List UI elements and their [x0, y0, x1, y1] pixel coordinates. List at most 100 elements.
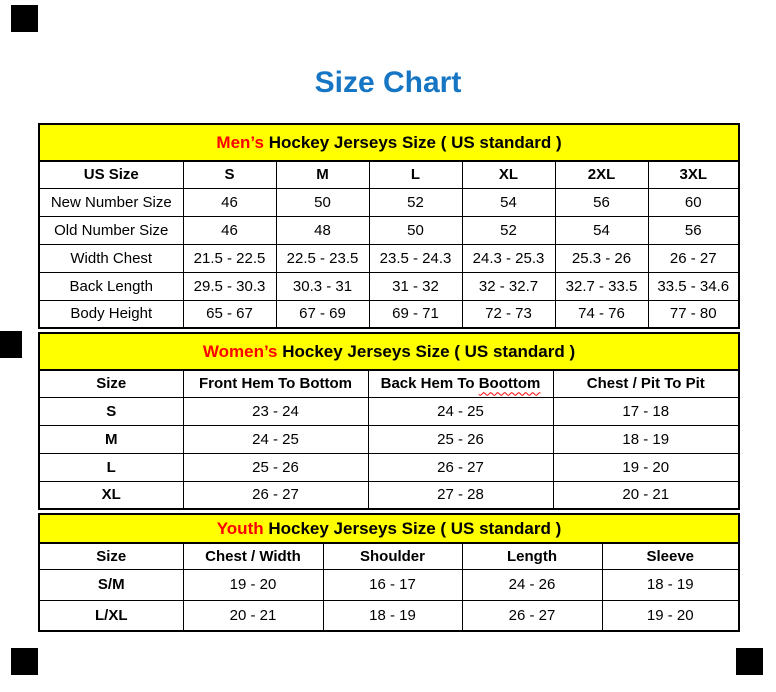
cell: 18 - 19: [552, 424, 740, 454]
row-label: Old Number Size: [38, 215, 184, 245]
cell: 33.5 - 34.6: [647, 271, 740, 301]
table-row: Size Chest / Width Shoulder Length Sleev…: [38, 542, 740, 570]
cell: 50: [275, 187, 370, 217]
col-header: Chest / Width: [182, 542, 324, 570]
black-square-mark: [0, 331, 22, 358]
womens-band-rest: Hockey Jerseys Size ( US standard ): [282, 341, 576, 361]
table-row: Youth Hockey Jerseys Size ( US standard …: [38, 513, 740, 544]
cell: 25 - 26: [367, 424, 554, 454]
cell: 56: [554, 187, 649, 217]
youth-size-table: Youth Hockey Jerseys Size ( US standard …: [38, 513, 740, 632]
table-row: L 25 - 26 26 - 27 19 - 20: [38, 452, 740, 482]
cell: 20 - 21: [182, 599, 324, 632]
col-header: Shoulder: [322, 542, 463, 570]
col-header: Chest / Pit To Pit: [552, 369, 740, 398]
black-square-mark: [11, 5, 38, 32]
row-label: L/XL: [38, 599, 184, 632]
col-header: L: [368, 160, 463, 189]
row-label: Width Chest: [38, 243, 184, 273]
cell: 18 - 19: [601, 568, 740, 601]
table-row: Men’s Hockey Jerseys Size ( US standard …: [38, 123, 740, 162]
cell: 52: [368, 187, 463, 217]
cell: 25 - 26: [182, 452, 369, 482]
table-row: Size Front Hem To Bottom Back Hem To Boo…: [38, 369, 740, 398]
table-row: Old Number Size 46 48 50 52 54 56: [38, 215, 740, 245]
mens-size-table: Men’s Hockey Jerseys Size ( US standard …: [38, 123, 741, 329]
cell: 18 - 19: [322, 599, 463, 632]
table-row: Width Chest 21.5 - 22.5 22.5 - 23.5 23.5…: [38, 243, 740, 273]
col-header: Back Hem To Boottom: [367, 369, 554, 398]
page-title: Size Chart: [314, 66, 462, 99]
cell: 19 - 20: [601, 599, 740, 632]
table-row: US Size S M L XL 2XL 3XL: [38, 160, 740, 189]
cell: 56: [647, 215, 740, 245]
cell: 26 - 27: [182, 480, 369, 510]
table-row: L/XL 20 - 21 18 - 19 26 - 27 19 - 20: [38, 599, 740, 632]
cell: 65 - 67: [182, 299, 277, 329]
row-label: New Number Size: [38, 187, 184, 217]
cell: 46: [182, 215, 277, 245]
col-header: Sleeve: [601, 542, 740, 570]
womens-band-highlight: Women’s: [202, 341, 278, 361]
mens-band-title: Men’s Hockey Jerseys Size ( US standard …: [38, 123, 740, 162]
cell: 19 - 20: [182, 568, 324, 601]
table-row: S/M 19 - 20 16 - 17 24 - 26 18 - 19: [38, 568, 740, 601]
cell: 16 - 17: [322, 568, 463, 601]
cell: 72 - 73: [461, 299, 556, 329]
cell: 69 - 71: [368, 299, 463, 329]
cell: 32.7 - 33.5: [554, 271, 649, 301]
cell: 26 - 27: [647, 243, 740, 273]
row-label: M: [38, 424, 184, 454]
youth-band-highlight: Youth: [216, 518, 264, 538]
col-header: US Size: [38, 160, 184, 189]
cell: 29.5 - 30.3: [182, 271, 277, 301]
cell: 24 - 25: [182, 424, 369, 454]
mens-band-highlight: Men’s: [216, 132, 264, 152]
table-row: Body Height 65 - 67 67 - 69 69 - 71 72 -…: [38, 299, 740, 329]
row-label: L: [38, 452, 184, 482]
cell: 17 - 18: [552, 396, 740, 426]
cell: 67 - 69: [275, 299, 370, 329]
col-header: S: [182, 160, 277, 189]
cell: 26 - 27: [367, 452, 554, 482]
table-row: Women’s Hockey Jerseys Size ( US standar…: [38, 332, 740, 371]
mens-band-rest: Hockey Jerseys Size ( US standard ): [268, 132, 562, 152]
col-header: Length: [461, 542, 603, 570]
col-header: Front Hem To Bottom: [182, 369, 369, 398]
cell: 48: [275, 215, 370, 245]
cell: 23.5 - 24.3: [368, 243, 463, 273]
misspelled-word-squiggle: Boottom: [478, 375, 541, 393]
cell: 20 - 21: [552, 480, 740, 510]
col-header-text: Back Hem To: [380, 375, 475, 393]
row-label: XL: [38, 480, 184, 510]
table-row: Back Length 29.5 - 30.3 30.3 - 31 31 - 3…: [38, 271, 740, 301]
cell: 31 - 32: [368, 271, 463, 301]
cell: 32 - 32.7: [461, 271, 556, 301]
cell: 23 - 24: [182, 396, 369, 426]
row-label: Back Length: [38, 271, 184, 301]
col-header: 2XL: [554, 160, 649, 189]
black-square-mark: [11, 648, 38, 675]
cell: 60: [647, 187, 740, 217]
womens-band-title: Women’s Hockey Jerseys Size ( US standar…: [38, 332, 740, 371]
youth-band-rest: Hockey Jerseys Size ( US standard ): [268, 518, 562, 538]
cell: 54: [461, 187, 556, 217]
cell: 19 - 20: [552, 452, 740, 482]
cell: 46: [182, 187, 277, 217]
table-row: New Number Size 46 50 52 54 56 60: [38, 187, 740, 217]
womens-size-table: Women’s Hockey Jerseys Size ( US standar…: [38, 332, 741, 510]
col-header: Size: [38, 369, 184, 398]
cell: 25.3 - 26: [554, 243, 649, 273]
col-header: XL: [461, 160, 556, 189]
youth-band-title: Youth Hockey Jerseys Size ( US standard …: [38, 513, 740, 544]
table-row: XL 26 - 27 27 - 28 20 - 21: [38, 480, 740, 510]
cell: 22.5 - 23.5: [275, 243, 370, 273]
cell: 24 - 25: [367, 396, 554, 426]
cell: 24.3 - 25.3: [461, 243, 556, 273]
row-label: S/M: [38, 568, 184, 601]
cell: 50: [368, 215, 463, 245]
cell: 77 - 80: [647, 299, 740, 329]
cell: 30.3 - 31: [275, 271, 370, 301]
table-row: M 24 - 25 25 - 26 18 - 19: [38, 424, 740, 454]
